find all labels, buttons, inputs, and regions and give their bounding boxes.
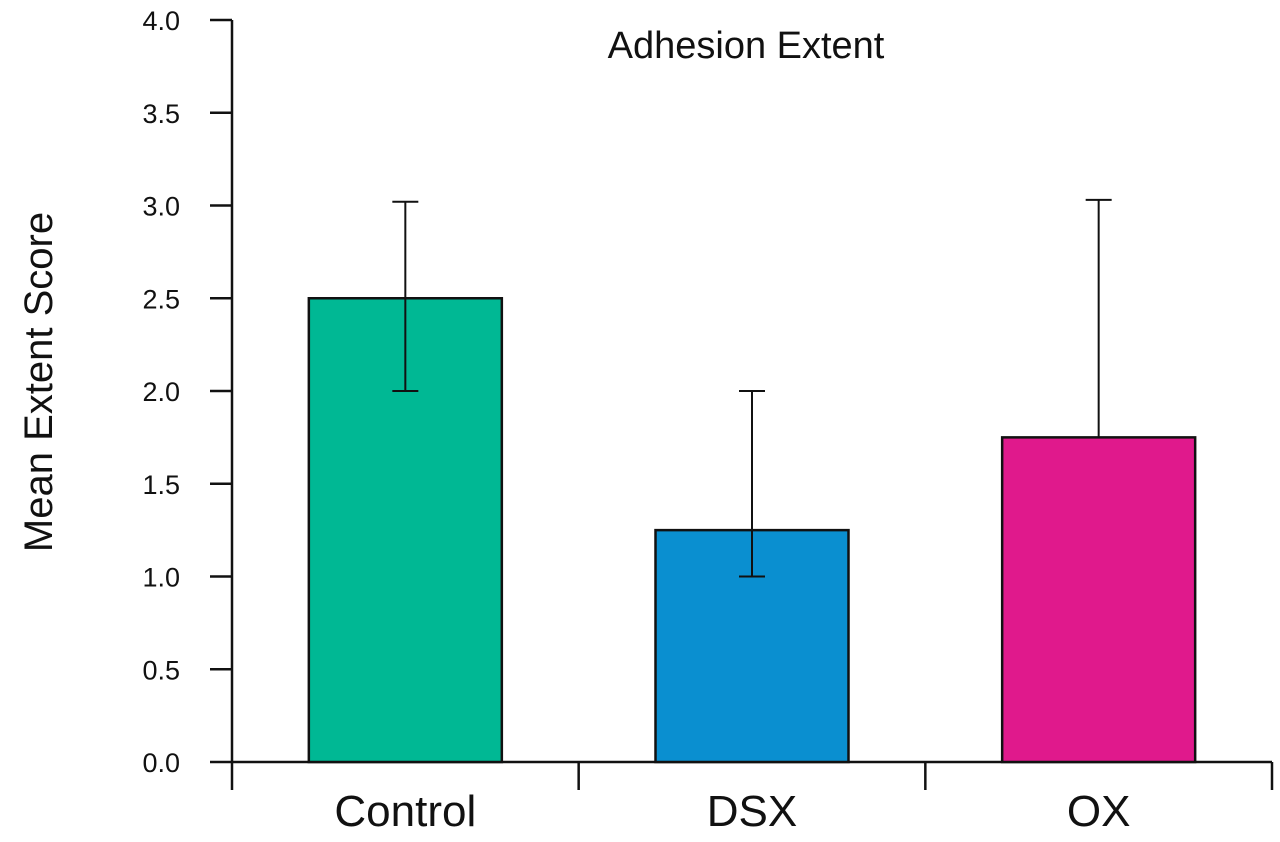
y-tick-label: 0.5 <box>142 655 180 685</box>
y-tick-label: 1.0 <box>142 563 180 593</box>
category-labels: Control DSX OX <box>334 787 1130 836</box>
y-tick-label: 1.5 <box>142 470 180 500</box>
x-category-label: Control <box>334 787 476 836</box>
axes: 0.0 0.5 1.0 1.5 2.0 2.5 3.0 3.5 4.0 <box>142 6 1274 790</box>
y-tick-label: 4.0 <box>142 6 180 36</box>
x-category-label: DSX <box>707 787 797 836</box>
bar-ox <box>1000 436 1197 764</box>
y-tick-label: 3.5 <box>142 99 180 129</box>
error-bars <box>392 198 1112 578</box>
y-tick-label: 2.0 <box>142 377 180 407</box>
y-tick-label: 0.0 <box>142 748 180 778</box>
y-tick-label: 2.5 <box>142 284 180 314</box>
chart-title: Adhesion Extent <box>608 25 885 67</box>
y-axis-label: Mean Extent Score <box>17 212 61 552</box>
y-tick-label: 3.0 <box>142 192 180 222</box>
x-category-label: OX <box>1067 787 1131 836</box>
